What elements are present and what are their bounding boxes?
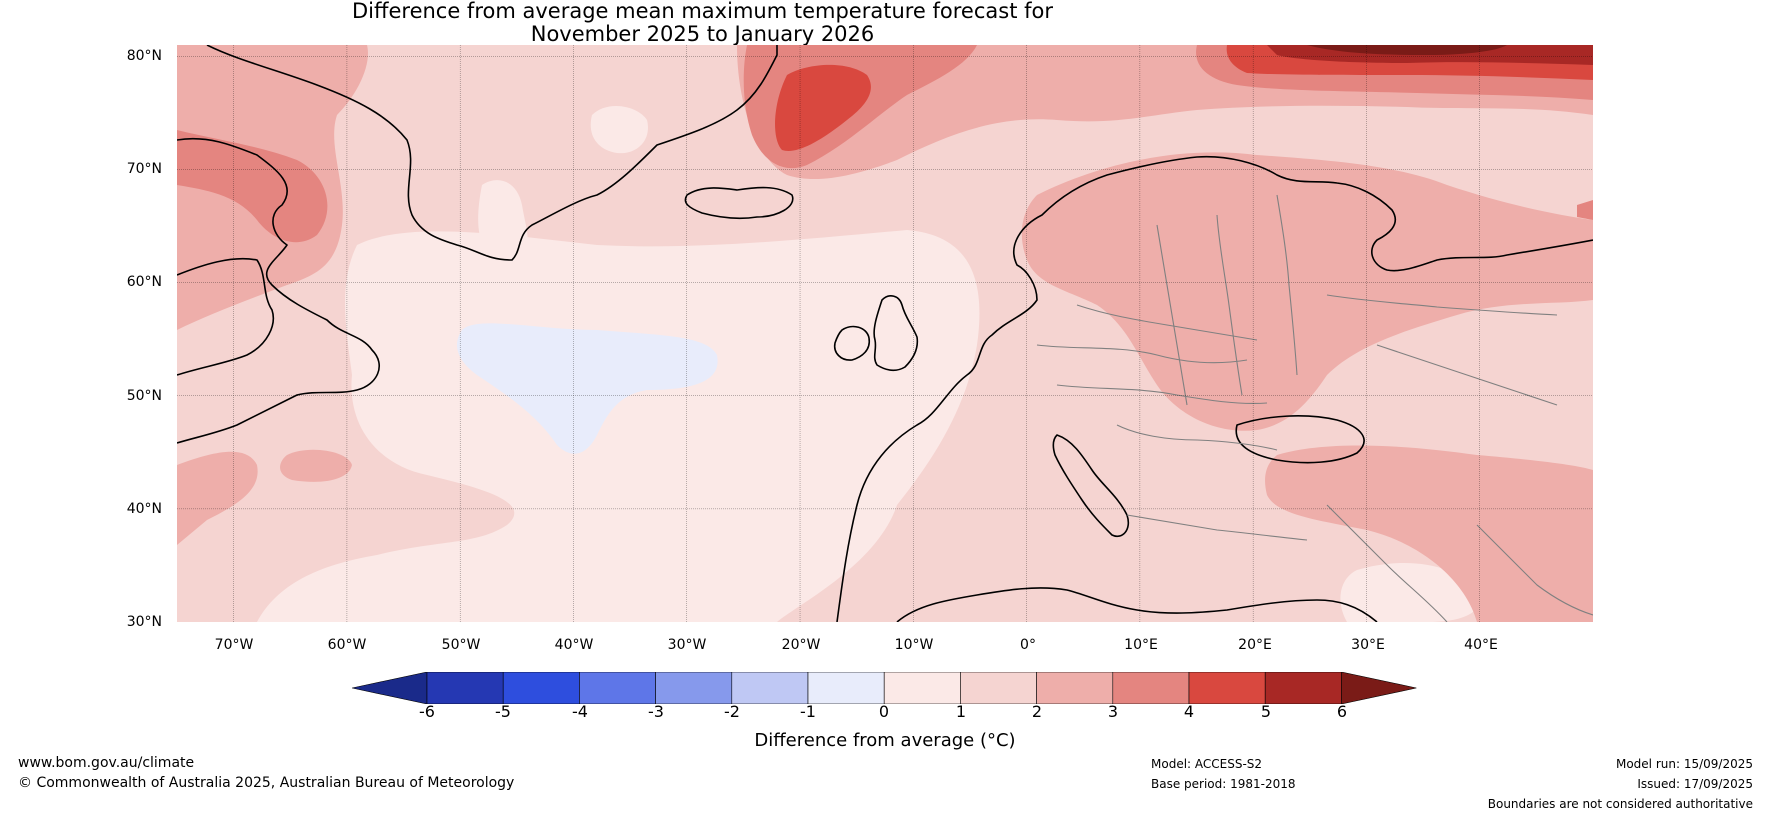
longitude-label: 30°W xyxy=(667,637,707,653)
colorbar-tick-label: -6 xyxy=(419,702,435,721)
anomaly-band-minus1-0 xyxy=(457,323,718,454)
colorbar-tick-label: -4 xyxy=(572,702,588,721)
colorbar-tick-label: -3 xyxy=(648,702,664,721)
latitude-label: 60°N xyxy=(126,274,162,290)
colorbar-segment xyxy=(655,671,733,705)
coastline-canada xyxy=(177,137,381,444)
colorbar-segment xyxy=(426,671,504,705)
latitude-label: 40°N xyxy=(126,501,162,517)
colorbar-segment xyxy=(1264,671,1342,705)
colorbar-tick-label: 0 xyxy=(878,702,890,721)
colorbar-segment xyxy=(807,671,885,705)
longitude-label: 40°E xyxy=(1464,637,1498,653)
map-title-line1: Difference from average mean maximum tem… xyxy=(352,0,1053,23)
website-link[interactable]: www.bom.gov.au/climate xyxy=(18,755,195,771)
colorbar-segment xyxy=(579,671,656,705)
colorbar-tick-label: 6 xyxy=(1336,702,1348,721)
coastline-black-sea xyxy=(1235,415,1365,464)
copyright-text: © Commonwealth of Australia 2025, Austra… xyxy=(18,775,515,791)
coastline-greenland xyxy=(206,45,778,261)
anomaly-band-3-4 xyxy=(1577,200,1593,220)
colorbar-tick-label: 2 xyxy=(1031,702,1043,721)
coastline-italy xyxy=(1052,434,1130,537)
colorbar-tick-label: -5 xyxy=(495,702,511,721)
coastline-ireland xyxy=(833,325,871,361)
anomaly-band-2-3 xyxy=(1021,152,1593,431)
latitude-label: 70°N xyxy=(126,161,162,177)
anomaly-band-0-1 xyxy=(1340,562,1480,622)
colorbar-svg xyxy=(351,671,1417,705)
colorbar-tick-label: 3 xyxy=(1107,702,1119,721)
colorbar-segment xyxy=(883,671,961,705)
model-run-date: Model run: 15/09/2025 xyxy=(1615,757,1753,771)
colorbar-tick-label: 5 xyxy=(1260,702,1272,721)
gridlines xyxy=(177,45,1593,622)
coastline-labrador xyxy=(177,257,274,376)
forecast-map-svg xyxy=(177,45,1593,622)
latitude-label: 50°N xyxy=(126,388,162,404)
anomaly-band-2-3 xyxy=(1265,445,1593,622)
colorbar-tick-label: -2 xyxy=(724,702,740,721)
coastline-mediterranean xyxy=(896,587,1378,622)
longitude-label: 10°E xyxy=(1124,637,1158,653)
colorbar-tick-label: 1 xyxy=(955,702,967,721)
colorbar-tick-label: 4 xyxy=(1183,702,1195,721)
longitude-label: 10°W xyxy=(894,637,934,653)
latitude-label: 80°N xyxy=(126,48,162,64)
anomaly-band-0-1 xyxy=(590,105,648,154)
anomaly-band-2-3 xyxy=(177,451,258,545)
coastline-great-britain xyxy=(873,295,919,372)
colorbar-segment xyxy=(1188,671,1266,705)
colorbar-label: Difference from average (°C) xyxy=(754,730,1016,751)
coastline-europe xyxy=(836,155,1593,622)
anomaly-band-0-1 xyxy=(478,180,528,260)
colorbar-segment xyxy=(502,671,580,705)
forecast-map xyxy=(177,45,1593,622)
base-period: Base period: 1981-2018 xyxy=(1151,777,1296,791)
latitude-label: 30°N xyxy=(126,614,162,630)
anomaly-band-2-3 xyxy=(280,449,352,482)
anomaly-band-3-4 xyxy=(177,130,328,243)
anomaly-band-gt6 xyxy=(1307,45,1507,55)
longitude-label: 30°E xyxy=(1351,637,1385,653)
longitude-label: 20°W xyxy=(781,637,821,653)
coastline-iceland xyxy=(684,186,794,220)
anomaly-band-4-5 xyxy=(775,64,871,151)
longitude-label: 50°W xyxy=(441,637,481,653)
map-title-line2: November 2025 to January 2026 xyxy=(530,22,875,46)
issued-date: Issued: 17/09/2025 xyxy=(1637,777,1753,791)
colorbar-segment xyxy=(1112,671,1190,705)
longitude-label: 40°W xyxy=(554,637,594,653)
colorbar-extend-high xyxy=(1341,671,1417,705)
model-name: Model: ACCESS-S2 xyxy=(1151,757,1263,771)
longitude-label: 0° xyxy=(1020,637,1036,653)
country-borders xyxy=(1036,194,1593,622)
colorbar xyxy=(351,671,1422,708)
colorbar-tick-label: -1 xyxy=(800,702,816,721)
colorbar-segment xyxy=(731,671,809,705)
colorbar-extend-low xyxy=(351,671,428,705)
longitude-label: 60°W xyxy=(327,637,367,653)
colorbar-segment xyxy=(1036,671,1114,705)
boundaries-disclaimer: Boundaries are not considered authoritat… xyxy=(1487,797,1753,811)
colorbar-segment xyxy=(960,671,1037,705)
longitude-label: 20°E xyxy=(1238,637,1272,653)
longitude-label: 70°W xyxy=(214,637,254,653)
anomaly-band-0-1 xyxy=(257,230,980,622)
